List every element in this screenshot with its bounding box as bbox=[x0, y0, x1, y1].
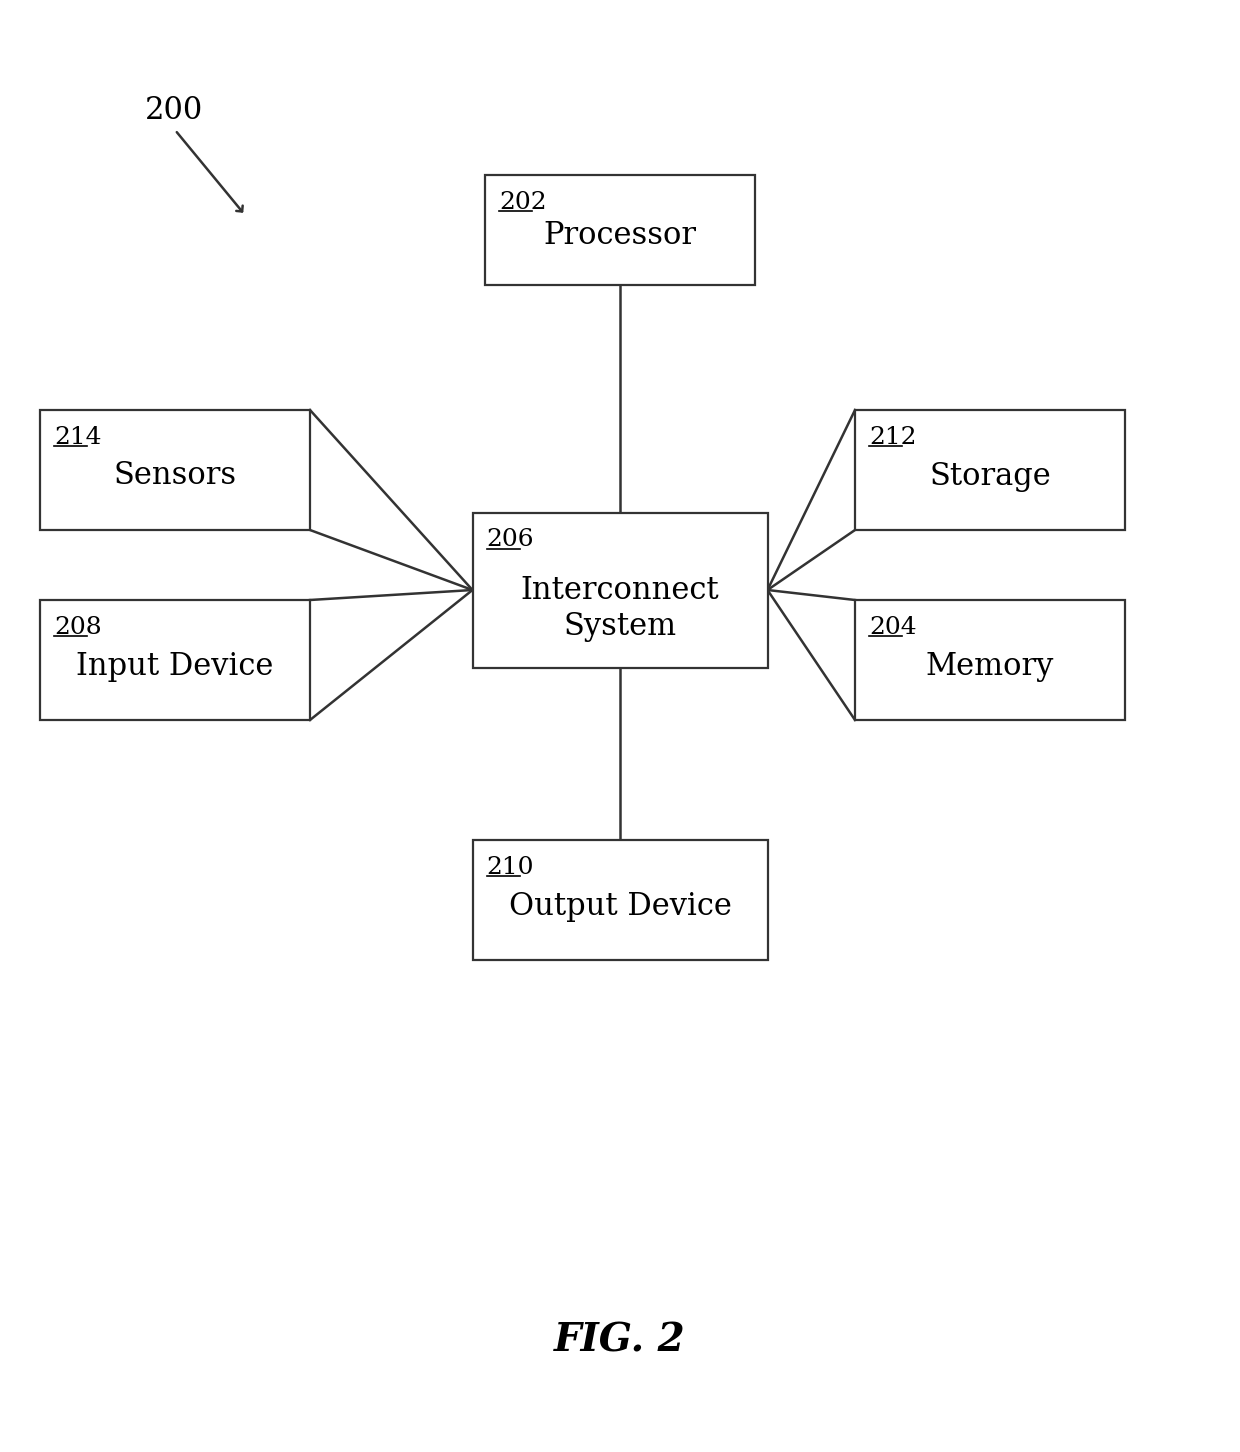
Bar bbox=[485, 176, 755, 285]
Text: 204: 204 bbox=[869, 616, 916, 639]
Bar bbox=[856, 409, 1125, 530]
Text: 214: 214 bbox=[55, 425, 102, 449]
Bar bbox=[856, 600, 1125, 720]
Bar bbox=[40, 600, 310, 720]
Text: Sensors: Sensors bbox=[113, 460, 237, 491]
Text: Processor: Processor bbox=[543, 221, 697, 251]
Text: Interconnect
System: Interconnect System bbox=[521, 575, 719, 642]
Text: Input Device: Input Device bbox=[77, 650, 274, 681]
Text: 202: 202 bbox=[498, 192, 547, 213]
Text: 212: 212 bbox=[869, 425, 916, 449]
Bar bbox=[472, 841, 768, 960]
Text: FIG. 2: FIG. 2 bbox=[554, 1321, 686, 1359]
Bar bbox=[472, 513, 768, 668]
Text: Output Device: Output Device bbox=[508, 890, 732, 922]
Text: 200: 200 bbox=[145, 94, 203, 126]
Bar bbox=[40, 409, 310, 530]
Text: 208: 208 bbox=[55, 616, 102, 639]
Text: Memory: Memory bbox=[926, 650, 1054, 681]
Text: 210: 210 bbox=[486, 857, 534, 878]
Text: Storage: Storage bbox=[929, 460, 1050, 491]
Text: 206: 206 bbox=[486, 529, 534, 552]
